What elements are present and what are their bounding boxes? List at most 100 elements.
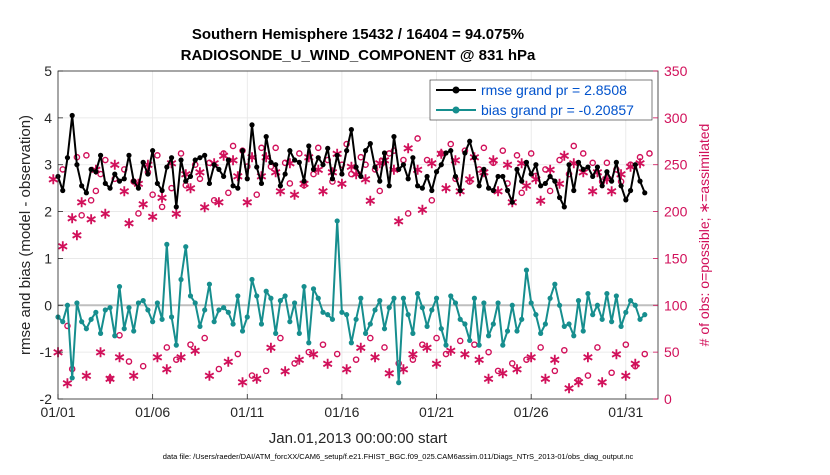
series-0-point-5	[79, 183, 85, 189]
obs-assimilated-point-29: ∗	[184, 180, 197, 197]
series-0-point-114	[594, 164, 601, 170]
series-1-point-96	[509, 302, 515, 308]
series-0-point-77	[419, 185, 425, 191]
obs-assimilated-point-4: ∗	[66, 210, 79, 227]
obs-possible-point-84	[456, 337, 464, 345]
obs-possible-point-63	[357, 153, 365, 161]
obs-possible-point-90	[485, 348, 492, 356]
plot-area-frame	[57, 70, 659, 400]
series-1-point-113	[590, 312, 596, 318]
series-0-point-119	[618, 183, 624, 189]
series-1-point-68	[377, 298, 383, 304]
y-tick-label-0: -2	[40, 391, 53, 407]
series-0-point-59	[334, 152, 340, 158]
obs-possible-point-6	[87, 197, 95, 204]
series-0-point-2	[64, 155, 71, 161]
series-1-point-32	[206, 281, 213, 287]
obs-possible-point-37	[234, 350, 242, 358]
series-0-point-69	[381, 150, 388, 156]
obs-assimilated-point-10: ∗	[94, 344, 107, 361]
series-1-point-76	[415, 290, 421, 297]
obs-possible-point-52	[305, 348, 313, 356]
y2-tick-label-2: 100	[664, 297, 688, 313]
series-0-point-107	[561, 204, 567, 210]
series-1-point-85	[457, 316, 463, 322]
obs-possible-point-97	[518, 189, 526, 197]
obs-assimilated-point-81: ∗	[430, 355, 443, 372]
obs-assimilated-point-92: ∗	[482, 370, 495, 387]
legend-marker-bias	[452, 106, 460, 114]
series-0-point-118	[613, 159, 619, 165]
series-1-point-39	[239, 328, 246, 334]
obs-assimilated-point-37: ∗	[222, 354, 235, 371]
series-0-point-121	[627, 187, 634, 194]
series-1-point-54	[310, 286, 317, 292]
series-0-point-105	[552, 178, 558, 184]
series-0-point-82	[443, 150, 449, 156]
series-1-point-89	[476, 342, 482, 348]
series-1-point-24	[168, 314, 175, 320]
series-1-point-46	[273, 330, 279, 336]
series-1-point-20	[150, 319, 156, 325]
series-0-point-7	[88, 166, 94, 172]
obs-assimilated-point-22: ∗	[151, 349, 164, 366]
series-0-point-98	[519, 178, 525, 184]
y-tick-label-3: 1	[44, 250, 52, 266]
obs-possible-point-76	[419, 341, 426, 348]
obs-possible-point-14	[125, 358, 133, 365]
series-1-point-112	[585, 290, 591, 297]
obs-possible-point-9	[102, 156, 109, 164]
series-1-point-2	[64, 302, 71, 308]
series-0-point-88	[471, 155, 478, 161]
series-0-point-45	[268, 159, 274, 165]
series-1-point-15	[126, 305, 132, 311]
series-1-point-28	[187, 293, 194, 299]
series-0-point-61	[344, 148, 350, 154]
obs-possible-point-108	[570, 142, 578, 150]
obs-assimilated-point-113: ∗	[582, 349, 595, 366]
obs-assimilated-point-101: ∗	[525, 349, 538, 366]
series-1-point-84	[452, 300, 459, 306]
x-tick-label-6: 01/31	[608, 404, 643, 420]
series-0-point-103	[542, 180, 548, 187]
series-0-point-75	[410, 155, 416, 161]
obs-assimilated-point-11: ∗	[99, 205, 112, 222]
series-1-point-41	[249, 276, 255, 283]
chart-title-line2: RADIOSONDE_U_WIND_COMPONENT @ 831 hPa	[181, 47, 536, 64]
obs-possible-point-20	[154, 152, 161, 159]
series-1-point-17	[135, 300, 142, 306]
obs-possible-point-10	[106, 375, 114, 382]
series-1-point-38	[235, 293, 241, 299]
obs-assimilated-point-58: ∗	[321, 355, 334, 372]
obs-assimilated-point-109: ∗	[563, 380, 576, 397]
obs-assimilated-point-33: ∗	[203, 368, 216, 385]
series-1-point-19	[145, 307, 151, 313]
obs-assimilated-point-65: ∗	[355, 339, 368, 356]
series-0-point-70	[386, 183, 392, 189]
obs-possible-point-111	[584, 372, 592, 379]
series-0-point-71	[391, 134, 397, 140]
obs-possible-point-119	[622, 341, 630, 348]
obs-possible-point-104	[551, 367, 559, 375]
series-0-point-55	[315, 155, 321, 161]
series-1-point-50	[291, 300, 298, 306]
obs-assimilated-point-67: ∗	[364, 192, 377, 209]
obs-assimilated-point-106: ∗	[549, 352, 562, 369]
obs-assimilated-point-48: ∗	[274, 183, 287, 200]
series-0-point-111	[580, 166, 586, 172]
obs-possible-point-35	[225, 189, 232, 197]
x-axis: 01/01 01/06 01/11 01/16 01/21 01/26 01/31	[40, 394, 644, 420]
obs-possible-point-36	[229, 142, 237, 150]
series-1-point-37	[230, 321, 236, 327]
obs-assimilated-point-62: ∗	[340, 361, 353, 378]
y2-tick-label-6: 300	[664, 110, 688, 126]
series-1-point-48	[282, 293, 288, 299]
series-1-point-16	[131, 328, 137, 334]
series-1-point-31	[202, 307, 208, 313]
series-0-point-36	[225, 157, 231, 163]
series-0-point-122	[632, 162, 638, 168]
series-1-point-61	[344, 312, 350, 318]
series-0-point-57	[325, 145, 331, 151]
series-1-point-90	[481, 300, 487, 306]
y2-axis-label: # of obs: o=possible; ∗=assimilated	[696, 124, 712, 347]
